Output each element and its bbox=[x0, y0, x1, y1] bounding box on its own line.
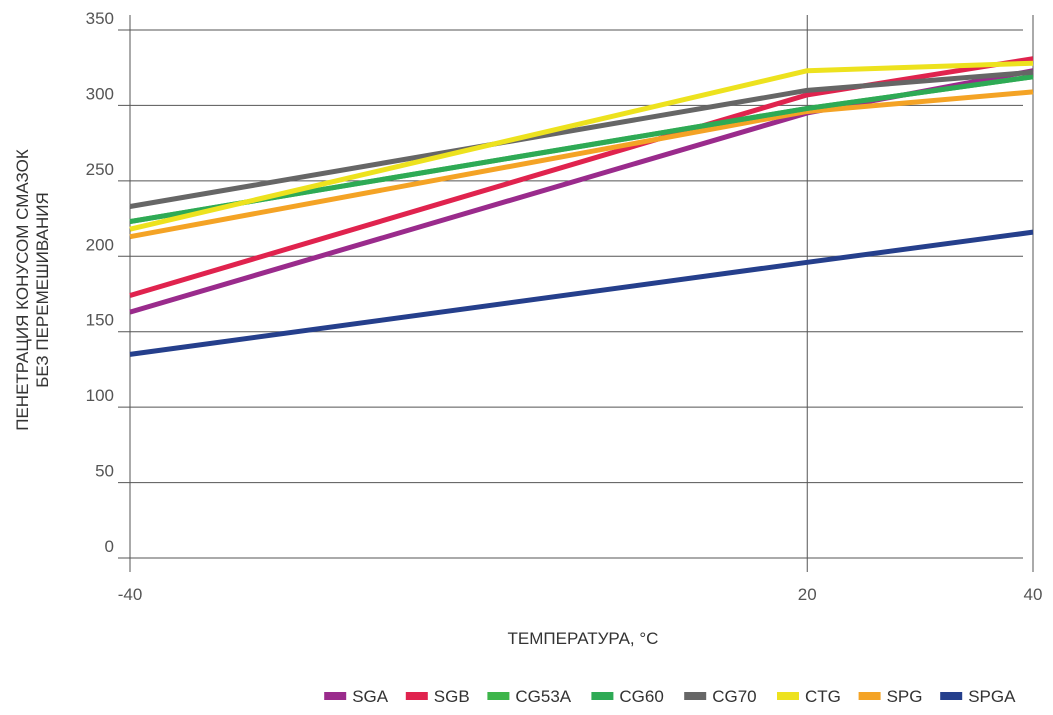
legend-label: CTG bbox=[805, 687, 841, 706]
y-tick-label: 200 bbox=[86, 235, 114, 254]
legend-swatch bbox=[858, 692, 881, 700]
legend-label: SPG bbox=[887, 687, 923, 706]
x-tick-label: -40 bbox=[118, 585, 143, 604]
y-tick-label: 150 bbox=[86, 311, 114, 330]
legend-label: CG60 bbox=[619, 687, 663, 706]
legend-item-cg53a: CG53A bbox=[487, 687, 572, 706]
series-line-sgb bbox=[129, 56, 1034, 298]
y-axis-ticks: 0 50 100 150 200 250 300 350 bbox=[86, 9, 114, 556]
legend-item-cg60: CG60 bbox=[591, 687, 664, 706]
legend-label: SGA bbox=[352, 687, 389, 706]
y-axis-label-line-2: БЕЗ ПЕРЕМЕШИВАНИЯ bbox=[33, 192, 52, 388]
x-tick-label: 20 bbox=[798, 585, 817, 604]
y-tick-label: 300 bbox=[86, 84, 114, 103]
y-tick-label: 100 bbox=[86, 386, 114, 405]
x-axis-ticks: -40 20 40 bbox=[118, 585, 1043, 604]
y-tick-label: 350 bbox=[86, 9, 114, 28]
series-line-spg bbox=[129, 89, 1034, 240]
y-tick-label: 0 bbox=[105, 537, 114, 556]
series-lines bbox=[129, 56, 1034, 357]
legend-item-spg: SPG bbox=[858, 687, 923, 706]
legend-swatch bbox=[684, 692, 707, 700]
legend-swatch bbox=[777, 692, 799, 700]
legend-item-cg70: CG70 bbox=[684, 687, 757, 706]
series-line-cg60 bbox=[129, 74, 1034, 225]
series-line-cg70 bbox=[129, 69, 1034, 209]
series-line-sga bbox=[129, 68, 1034, 315]
y-axis-label: ПЕНЕТРАЦИЯ КОНУСОМ СМАЗОК БЕЗ ПЕРЕМЕШИВА… bbox=[13, 149, 52, 431]
legend-label: CG70 bbox=[712, 687, 756, 706]
y-tick-label: 250 bbox=[86, 160, 114, 179]
legend-item-spga: SPGA bbox=[940, 687, 1016, 706]
legend-swatch bbox=[940, 692, 963, 700]
y-tick-label: 50 bbox=[95, 462, 114, 481]
legend-label: SGB bbox=[434, 687, 470, 706]
series-line-ctg bbox=[129, 60, 1034, 232]
legend-label: SPGA bbox=[968, 687, 1016, 706]
x-axis-label: ТЕМПЕРАТУРА, °С bbox=[508, 629, 659, 648]
x-tick-label: 40 bbox=[1024, 585, 1043, 604]
legend-swatch bbox=[324, 692, 347, 700]
legend-swatch bbox=[487, 692, 510, 700]
series-line-spga bbox=[129, 229, 1034, 357]
legend-swatch bbox=[405, 692, 428, 700]
legend-swatch bbox=[591, 692, 614, 700]
y-axis-label-line-1: ПЕНЕТРАЦИЯ КОНУСОМ СМАЗОК bbox=[13, 149, 32, 431]
legend-item-ctg: CTG bbox=[777, 687, 841, 706]
legend-item-sgb: SGB bbox=[405, 687, 470, 706]
legend: SGA SGB CG53A CG60 CG70 CTG SPG SPGA bbox=[324, 687, 1016, 706]
legend-label: CG53A bbox=[515, 687, 571, 706]
legend-item-sga: SGA bbox=[324, 687, 389, 706]
